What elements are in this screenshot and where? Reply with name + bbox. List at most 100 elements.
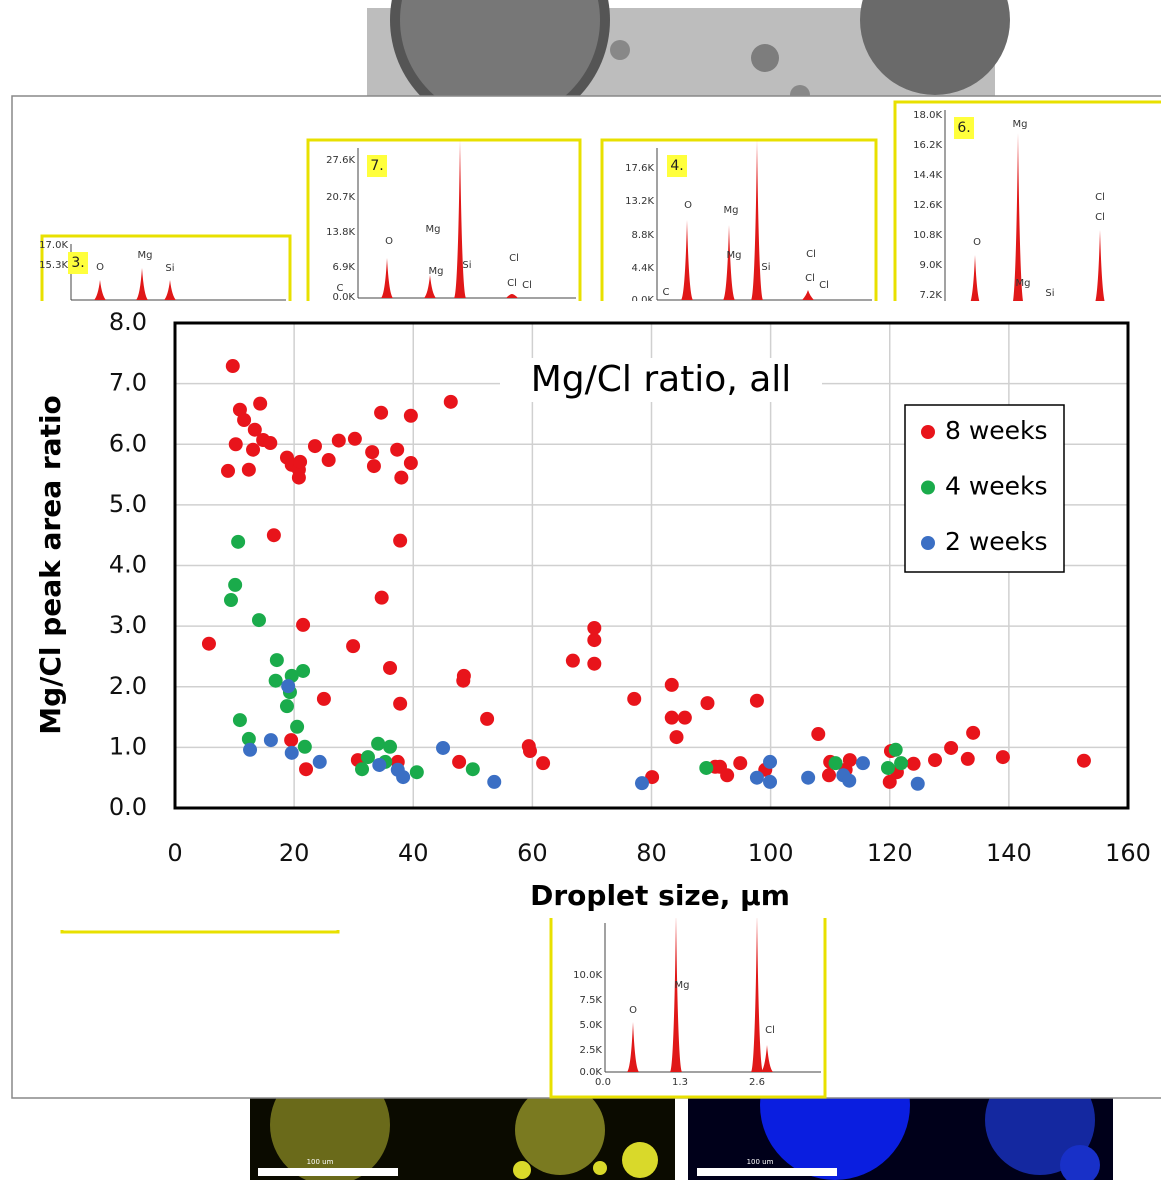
- element-label: Cl: [765, 1025, 775, 1036]
- element-label: O: [973, 237, 981, 248]
- particle: [1060, 1145, 1100, 1184]
- element-label: Si: [462, 260, 471, 271]
- point: [371, 736, 386, 751]
- point: [394, 470, 409, 485]
- particle: [513, 1161, 531, 1179]
- point: [664, 677, 679, 692]
- particle: [622, 1142, 658, 1178]
- y-tick-label: 5.0: [109, 490, 147, 518]
- point: [456, 673, 471, 688]
- inset-y-tick: 8.8K: [632, 230, 655, 241]
- inset-label: 4.: [670, 158, 683, 174]
- legend-label: 8 weeks: [945, 416, 1048, 445]
- spectrum-peak: [94, 280, 106, 300]
- element-label: Mg: [429, 266, 444, 277]
- point: [436, 740, 451, 755]
- scale-bar-label: 100 um: [307, 1158, 334, 1166]
- point: [842, 753, 857, 768]
- inset-label: 6.: [957, 120, 970, 136]
- inset-y-tick: 4.4K: [632, 263, 655, 274]
- point: [312, 754, 327, 769]
- inset-frame: [600, 138, 878, 322]
- point: [828, 756, 843, 771]
- point: [944, 740, 959, 755]
- inset-y-tick: 20.7K: [326, 192, 355, 203]
- point: [221, 463, 236, 478]
- point: [487, 774, 502, 789]
- spectrum-peak: [969, 255, 981, 305]
- x-tick-label: 120: [867, 839, 913, 867]
- inset-y-tick: 17.6K: [625, 163, 654, 174]
- inset-y-tick: 16.2K: [913, 140, 942, 151]
- spectrum-peak: [670, 915, 682, 1072]
- spectrum-peak: [723, 225, 735, 300]
- element-label: Si: [165, 263, 174, 274]
- point: [960, 751, 975, 766]
- point: [284, 733, 299, 748]
- inset-y-tick: 0.0K: [333, 292, 356, 303]
- element-label: Mg: [426, 224, 441, 235]
- point: [669, 730, 684, 745]
- inset-y-tick: 12.6K: [913, 200, 942, 211]
- spectrum-peak: [164, 280, 176, 300]
- point: [393, 696, 408, 711]
- scale-bar: [697, 1168, 837, 1176]
- element-label: Cl: [805, 273, 815, 284]
- point: [565, 653, 580, 668]
- y-tick-label: 2.0: [109, 672, 147, 700]
- point: [536, 756, 551, 771]
- element-label: O: [96, 262, 104, 273]
- element-label: Mg: [138, 250, 153, 261]
- x-tick-label: 40: [398, 839, 429, 867]
- point: [699, 760, 714, 775]
- y-tick-label: 8.0: [109, 308, 147, 336]
- x-tick-label: 0: [167, 839, 182, 867]
- point: [1076, 753, 1091, 768]
- element-label: Cl: [1095, 192, 1105, 203]
- inset-label-bg: [367, 155, 387, 177]
- legend-marker: [921, 425, 935, 439]
- element-label: O: [684, 200, 692, 211]
- point: [465, 762, 480, 777]
- point: [587, 633, 602, 648]
- point: [279, 699, 294, 714]
- inset-frame: [893, 100, 1161, 314]
- point: [290, 719, 305, 734]
- particle: [610, 40, 630, 60]
- inset-y-tick: 15.3K: [39, 260, 68, 271]
- point: [390, 442, 405, 457]
- element-label: Si: [761, 262, 770, 273]
- point: [910, 776, 925, 791]
- point: [383, 739, 398, 754]
- spectrum-peak: [751, 140, 763, 300]
- point: [763, 774, 778, 789]
- point: [223, 593, 238, 608]
- inset-y-tick: 9.0K: [920, 260, 943, 271]
- point: [842, 773, 857, 788]
- element-label: Cl: [509, 253, 519, 264]
- point: [269, 653, 284, 668]
- point: [365, 445, 380, 460]
- point: [403, 408, 418, 423]
- point: [243, 742, 258, 757]
- point: [284, 745, 299, 760]
- y-tick-label: 0.0: [109, 793, 147, 821]
- element-label: Mg: [1013, 119, 1028, 130]
- point: [231, 534, 246, 549]
- y-tick-label: 3.0: [109, 611, 147, 639]
- plot-frame: [173, 321, 1130, 810]
- particle: [860, 0, 1010, 95]
- spectrum-peak: [381, 258, 393, 298]
- point: [645, 770, 660, 785]
- point: [241, 462, 256, 477]
- element-label: Mg: [1016, 278, 1031, 289]
- title-background: [500, 358, 822, 402]
- point: [201, 636, 216, 651]
- point: [251, 613, 266, 628]
- y-tick-label: 6.0: [109, 429, 147, 457]
- point: [966, 725, 981, 740]
- point: [232, 713, 247, 728]
- point: [347, 431, 362, 446]
